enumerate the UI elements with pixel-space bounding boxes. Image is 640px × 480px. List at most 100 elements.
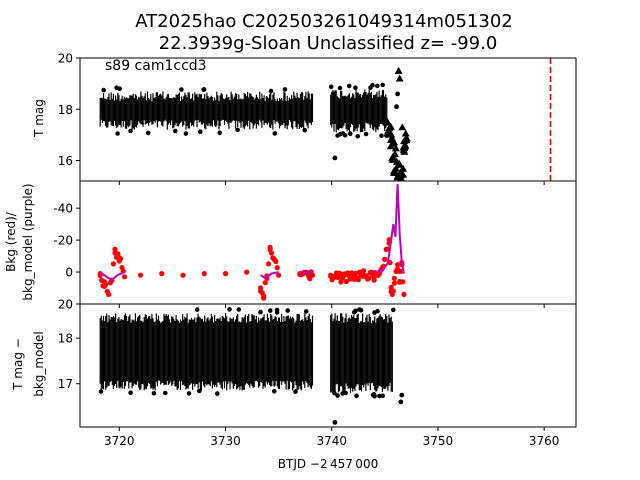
top-data-point xyxy=(335,133,340,138)
top-data-point xyxy=(337,85,343,91)
bkg-point xyxy=(389,291,395,297)
bkg-point xyxy=(361,272,367,278)
top-data-point xyxy=(117,86,122,91)
top-data-point xyxy=(353,85,358,90)
bottom-data-point xyxy=(303,309,309,314)
top-y-axis-label: T mag xyxy=(32,99,46,138)
bkg-point xyxy=(101,283,107,289)
bottom-data-point xyxy=(370,392,376,398)
bkg-point xyxy=(355,277,361,283)
bkg-point xyxy=(397,279,403,285)
top-rise-point xyxy=(399,164,408,172)
bottom-plot-area xyxy=(98,307,405,425)
top-data-point xyxy=(380,82,386,88)
x-tick-label: 3760 xyxy=(529,434,560,448)
bkg-point xyxy=(328,272,334,278)
top-rise-point xyxy=(401,129,410,137)
top-rise-point xyxy=(385,124,394,132)
top-rise-point xyxy=(399,145,408,153)
top-rise-point xyxy=(398,123,407,131)
series-bkg-model xyxy=(99,184,405,282)
top-data-point xyxy=(128,128,133,134)
top-outlier-point xyxy=(394,104,399,110)
series-bkg xyxy=(97,237,407,301)
bkg-point xyxy=(349,270,355,276)
top-rise-point xyxy=(394,160,403,168)
bottom-data-point xyxy=(372,310,377,315)
middle-y-axis-label-line2: bkg_model (purple) xyxy=(21,183,35,300)
bkg-point xyxy=(371,274,377,280)
top-rise-point xyxy=(400,137,409,145)
top-data-point xyxy=(179,87,184,92)
bottom-data-point xyxy=(258,309,263,315)
bkg-point xyxy=(350,274,356,280)
bkg-model-line xyxy=(99,184,405,282)
bkg-point xyxy=(395,262,401,268)
top-data-point xyxy=(198,129,203,134)
bottom-light-curve-segment xyxy=(330,307,396,399)
middle-axes-frame xyxy=(79,180,577,305)
bottom-data-point xyxy=(285,308,291,313)
top-rise-points xyxy=(382,117,411,181)
bottom-data-point xyxy=(215,391,220,396)
bottom-data-point xyxy=(343,390,348,396)
bottom-y-tick-label: 17 xyxy=(58,377,73,391)
top-rise-point xyxy=(397,174,405,181)
bkg-point xyxy=(361,268,367,274)
top-data-point xyxy=(363,131,369,137)
bottom-y-axis-label-line2: bkg_model xyxy=(32,331,46,397)
bottom-data-point xyxy=(227,307,232,312)
figure-title-line2: 22.3939g-Sloan Unclassified z= -99.0 xyxy=(159,33,498,54)
bottom-axes-frame xyxy=(79,303,577,428)
top-data-point xyxy=(217,130,222,136)
bottom-data-point xyxy=(194,307,200,312)
top-light-curve-segment xyxy=(99,85,314,136)
bkg-point xyxy=(401,291,407,297)
bkg-point xyxy=(391,275,397,281)
top-data-point xyxy=(368,85,373,90)
bkg-point xyxy=(180,272,186,278)
top-data-point xyxy=(268,88,274,94)
bkg-point xyxy=(310,272,316,278)
middle-y-tick-label: -40 xyxy=(53,202,73,216)
top-data-point xyxy=(355,133,361,139)
top-data-point xyxy=(375,83,380,89)
top-outlier-point xyxy=(394,66,403,74)
bkg-point xyxy=(271,256,277,262)
background-panel: -40 -20 0 20 xyxy=(53,180,577,312)
top-data-point xyxy=(235,127,240,133)
bkg-point xyxy=(122,274,128,280)
bkg-point xyxy=(262,280,268,286)
bkg-point xyxy=(258,288,264,294)
bottom-outlier-point xyxy=(398,399,404,405)
top-outlier-point xyxy=(395,91,400,97)
figure-title-line1: AT2025hao C202503261049314m051302 xyxy=(135,11,513,32)
bottom-data-point xyxy=(268,308,273,313)
x-tick-label: 3730 xyxy=(210,434,241,448)
bkg-point xyxy=(335,274,341,280)
middle-y-tick-label: 0 xyxy=(65,266,73,280)
bottom-data-point xyxy=(377,393,382,399)
sector-camera-annotation: s89 cam1ccd3 xyxy=(105,58,207,74)
bkg-point xyxy=(159,271,165,277)
bottom-data-point xyxy=(128,390,133,396)
top-data-point xyxy=(115,131,120,136)
top-data-point xyxy=(379,133,384,138)
bkg-point xyxy=(382,256,388,262)
middle-y-tick-label: -20 xyxy=(53,234,73,248)
bottom-data-point xyxy=(391,307,396,313)
top-data-point xyxy=(101,87,106,93)
top-data-point xyxy=(272,131,278,136)
bottom-data-point xyxy=(332,390,337,396)
bkg-point xyxy=(222,271,229,277)
top-rise-point xyxy=(390,169,399,176)
bottom-data-point xyxy=(163,390,168,396)
top-plot-area xyxy=(99,58,552,181)
bottom-outlier-point xyxy=(332,420,338,425)
bottom-data-point xyxy=(274,307,280,313)
bottom-data-point xyxy=(293,389,298,394)
bkg-point xyxy=(137,272,144,278)
bottom-data-point xyxy=(151,390,157,396)
bottom-data-point xyxy=(354,393,359,399)
